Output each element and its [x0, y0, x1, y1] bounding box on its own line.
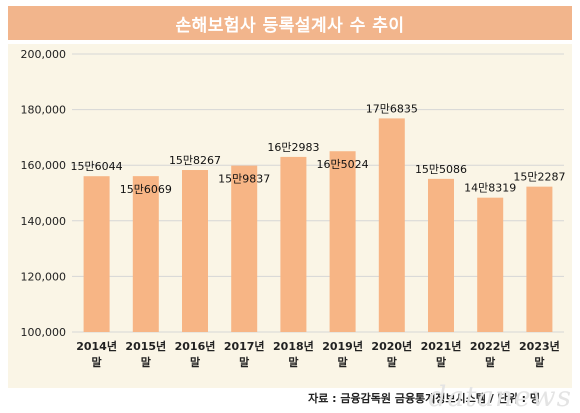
data-label: 16만2983: [267, 141, 319, 154]
x-tick-label-suffix: 말: [485, 356, 495, 369]
y-tick-label: 140,000: [21, 215, 67, 228]
bar: [132, 176, 159, 332]
x-tick-label-suffix: 말: [387, 356, 397, 369]
y-tick-label: 180,000: [21, 104, 67, 117]
bar: [329, 151, 356, 332]
datanews-watermark: datanews: [428, 380, 572, 413]
x-tick-label-suffix: 말: [141, 356, 151, 369]
x-tick-label-suffix: 말: [190, 356, 200, 369]
x-tick-label-suffix: 말: [436, 356, 446, 369]
y-tick-label: 200,000: [21, 48, 67, 61]
x-tick-label-year: 2023년: [519, 339, 560, 353]
data-label: 14만8319: [464, 182, 516, 195]
bar: [477, 197, 504, 332]
chart-panel: 100,000 120,000 140,000 160,000 180,000 200,0…: [8, 44, 572, 388]
x-tick-label-year: 2017년: [224, 339, 265, 353]
y-tick-label: 100,000: [21, 326, 67, 339]
x-tick-label-suffix: 말: [338, 356, 348, 369]
x-tick-label-year: 2016년: [175, 339, 216, 353]
data-label: 15만9837: [218, 173, 270, 186]
data-label: 17만6835: [366, 102, 418, 115]
data-label: 15만6044: [71, 160, 123, 173]
x-tick-label-suffix: 말: [239, 356, 249, 369]
y-tick-label: 160,000: [21, 159, 67, 172]
bar-chart: 100,000 120,000 140,000 160,000 180,000 200,0…: [21, 48, 566, 369]
data-label: 16만5024: [317, 158, 369, 171]
y-tick-label: 120,000: [21, 270, 67, 283]
x-tick-label-year: 2020년: [371, 339, 412, 353]
x-tick-label-year: 2015년: [125, 339, 166, 353]
x-tick-label-suffix: 말: [92, 356, 102, 369]
chart-title-bar: 손해보험사 등록설계사 수 추이: [8, 6, 572, 40]
x-tick-label-year: 2019년: [322, 339, 363, 353]
x-tick-label-suffix: 말: [288, 356, 298, 369]
bar: [182, 170, 208, 332]
bar: [526, 186, 553, 332]
bar: [378, 118, 405, 332]
data-label: 15만8267: [169, 154, 221, 167]
x-tick-label-year: 2022년: [470, 339, 511, 353]
x-tick-label-year: 2014년: [76, 339, 117, 353]
bar: [428, 178, 454, 332]
data-label: 15만2287: [513, 171, 565, 184]
bar: [83, 176, 110, 332]
data-label: 15만5086: [415, 163, 467, 176]
bar: [231, 165, 258, 332]
bar: [280, 156, 307, 332]
x-tick-label-suffix: 말: [534, 356, 544, 369]
chart-title: 손해보험사 등록설계사 수 추이: [175, 15, 405, 36]
x-tick-label-year: 2021년: [421, 339, 462, 353]
x-tick-label-year: 2018년: [273, 339, 314, 353]
source-note: 자료 : 금융감독원 금융통계정보시스템 / 단위 : 명: [308, 392, 540, 405]
data-label: 15만6069: [120, 183, 172, 196]
